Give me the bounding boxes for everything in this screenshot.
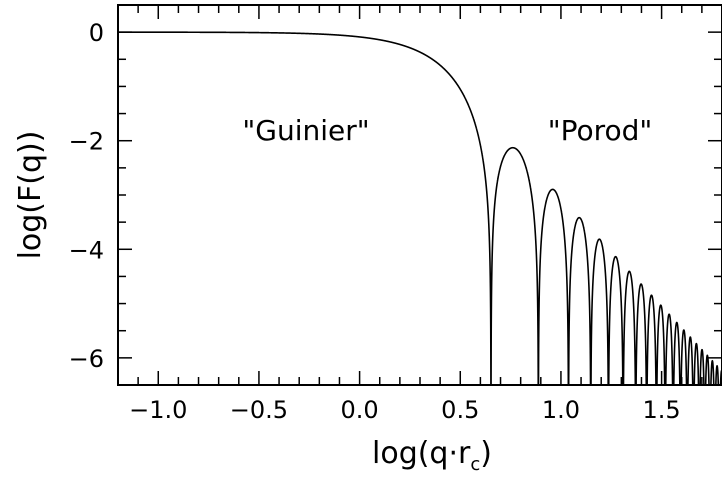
x-axis-label-main: log(q·r: [372, 436, 471, 471]
x-tick-label: −1.0: [129, 396, 187, 424]
plot-frame: [117, 4, 722, 386]
x-axis-label-subscript: c: [470, 454, 480, 475]
x-tick-label: 1.5: [643, 396, 681, 424]
series-line-form-factor: [118, 31, 722, 385]
x-axis-label: log(q·rc): [372, 436, 492, 475]
x-tick-label: 0.5: [441, 396, 479, 424]
y-tick-label: −6: [69, 345, 104, 373]
annotation-guinier: "Guinier": [242, 114, 369, 147]
ticks: [117, 4, 722, 386]
x-tick-label: −0.5: [230, 396, 288, 424]
x-axis-label-close: ): [480, 436, 492, 471]
annotation-porod: "Porod": [548, 114, 653, 147]
x-tick-label: 1.0: [542, 396, 580, 424]
y-tick-label: −4: [69, 236, 104, 264]
x-tick-label: 0.0: [341, 396, 379, 424]
y-axis-label: log(F(q)): [13, 131, 48, 260]
y-tick-labels: 0 −2 −4 −6: [69, 19, 104, 373]
y-tick-label: −2: [69, 128, 104, 156]
x-tick-labels: −1.0 −0.5 0.0 0.5 1.0 1.5: [129, 396, 681, 424]
y-tick-label: 0: [89, 19, 104, 47]
